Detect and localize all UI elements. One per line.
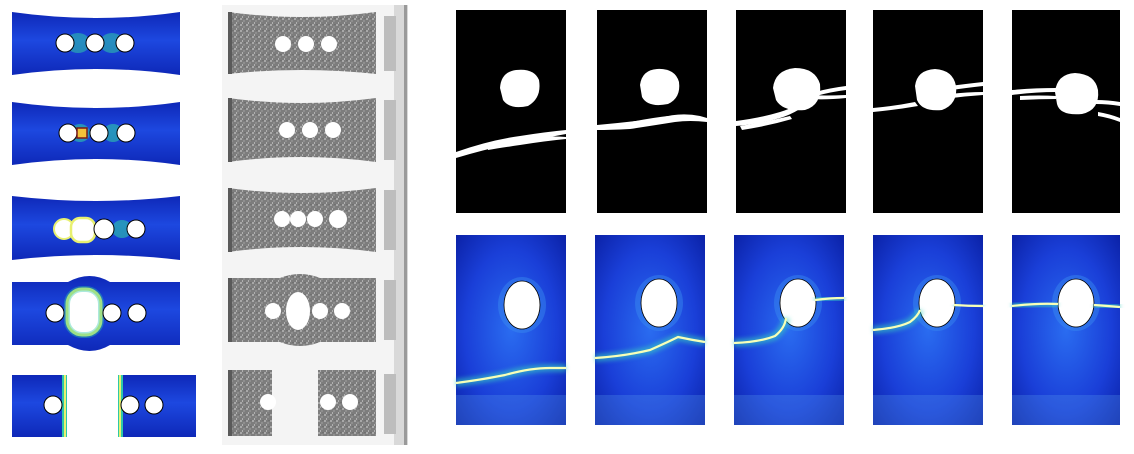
binary-mask-panel-4 [873, 10, 983, 213]
photo-panel-1 [228, 12, 396, 74]
binary-mask-panel-5 [1012, 10, 1120, 213]
binary-mask-row [456, 10, 1120, 213]
simulation-column [12, 12, 196, 437]
phase-field-panel-4 [872, 235, 984, 425]
simulation-panel-2 [12, 102, 180, 165]
photo-panel-4 [228, 274, 396, 346]
photo-panel-5 [228, 370, 396, 436]
binary-mask-panel-3 [736, 10, 846, 213]
binary-mask-panel-1 [456, 10, 566, 213]
phase-field-panel-3 [733, 235, 845, 425]
phase-field-panel-5 [1011, 235, 1121, 425]
simulation-panel-1 [12, 12, 180, 75]
simulation-panel-3 [12, 196, 180, 260]
phase-field-panel-1 [455, 235, 566, 425]
photo-panel-2 [228, 98, 396, 162]
simulation-panel-5 [12, 375, 196, 437]
phase-field-panel-2 [594, 235, 706, 425]
photo-column [222, 5, 408, 445]
binary-mask-panel-2 [597, 10, 707, 213]
simulation-panel-4 [12, 276, 180, 351]
photo-panel-3 [228, 188, 396, 252]
phase-field-row [455, 235, 1121, 425]
